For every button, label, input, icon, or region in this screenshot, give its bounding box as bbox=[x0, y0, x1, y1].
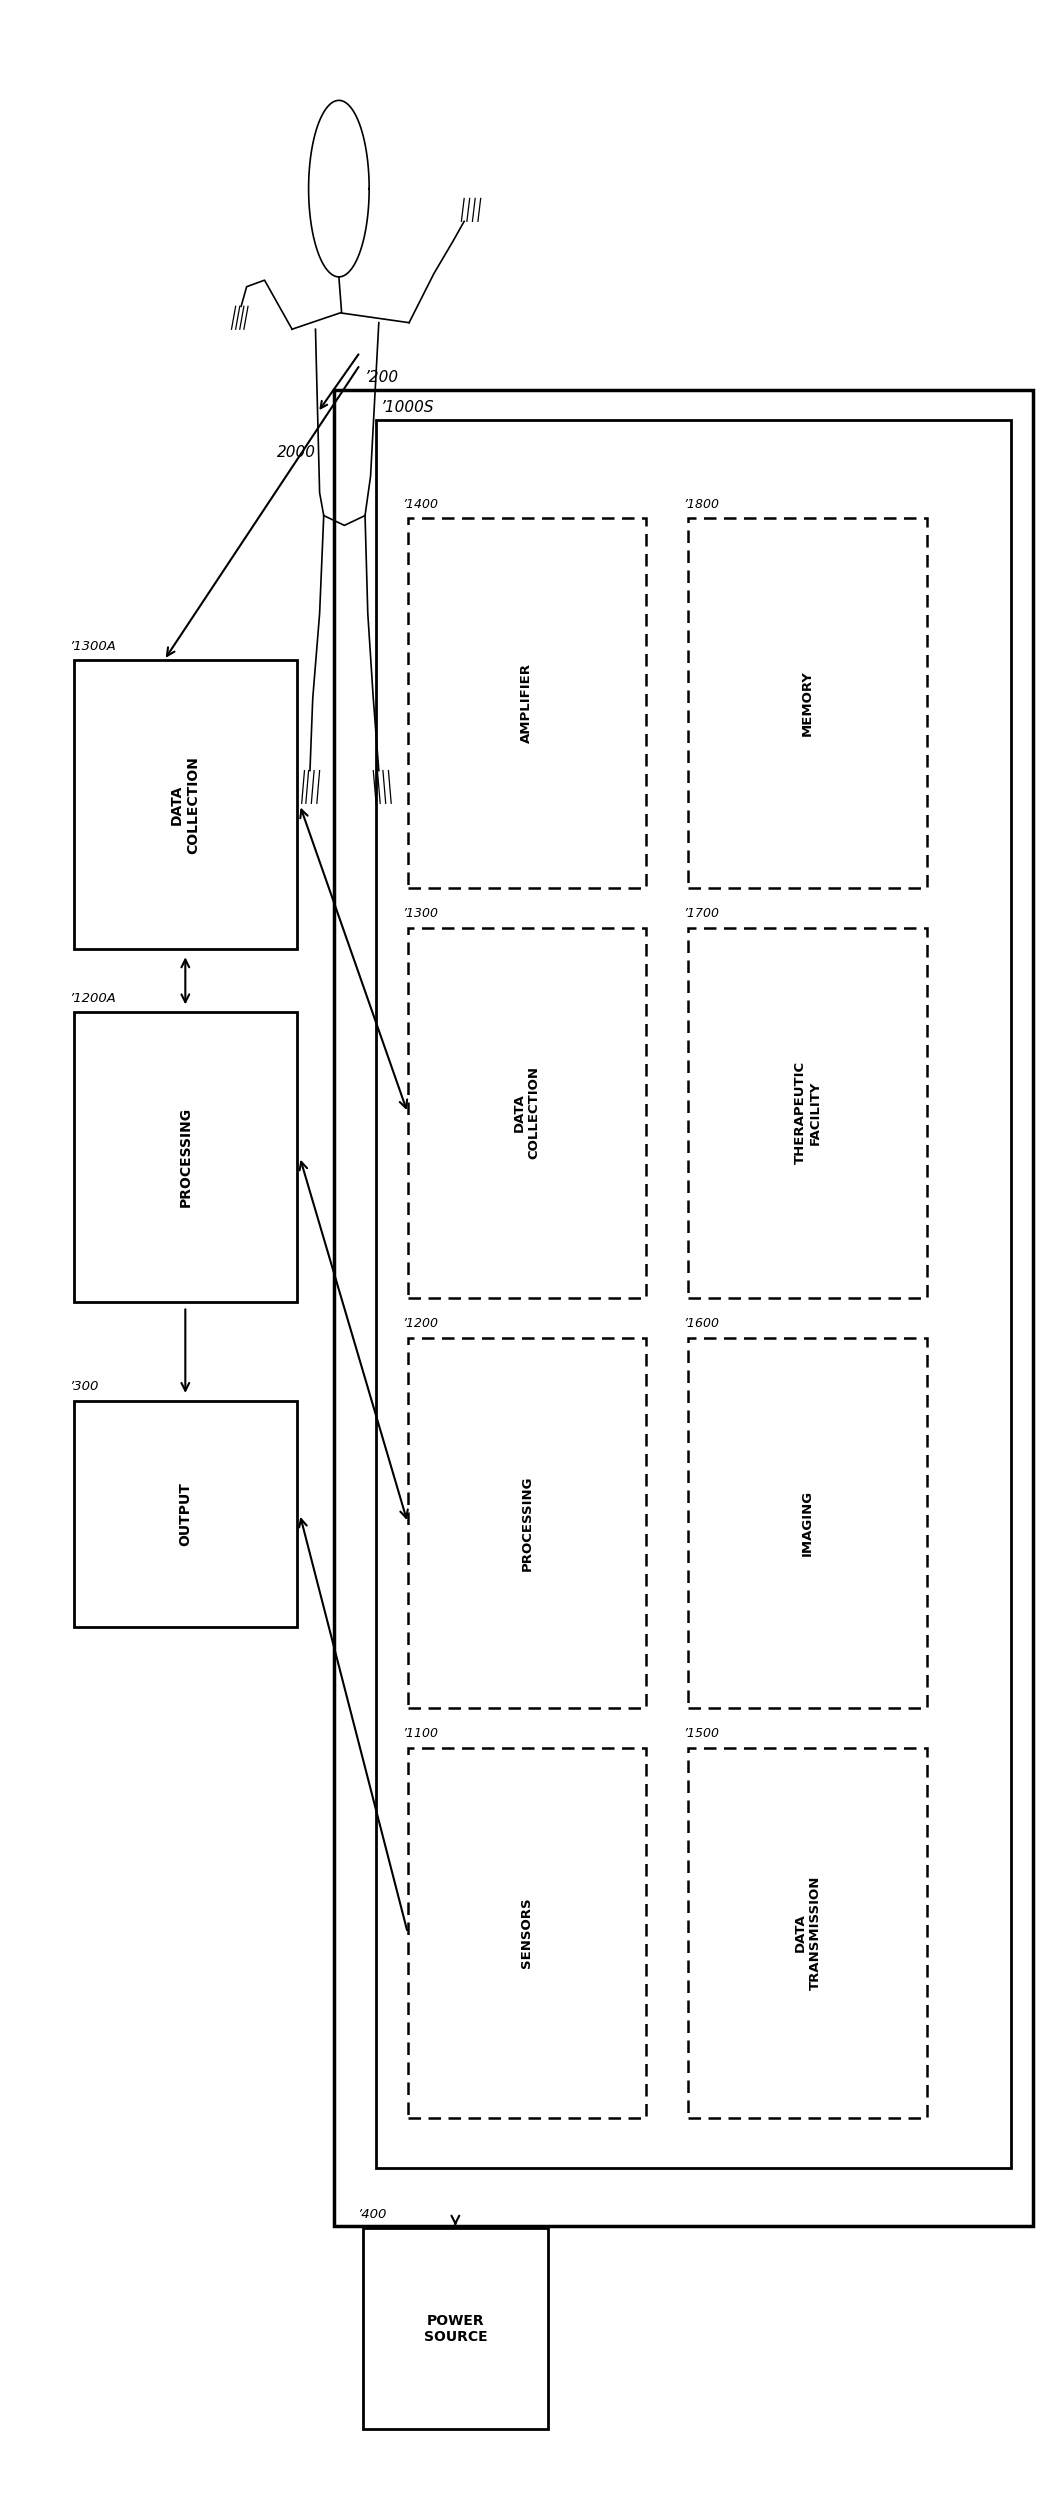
Bar bbox=[376, 420, 1011, 2168]
Text: OUTPUT: OUTPUT bbox=[178, 1481, 193, 1547]
Text: PROCESSING: PROCESSING bbox=[178, 1107, 193, 1207]
Text: POWER
SOURCE: POWER SOURCE bbox=[424, 2314, 487, 2344]
Text: ’300: ’300 bbox=[69, 1381, 98, 1393]
Text: ’400: ’400 bbox=[358, 2208, 387, 2221]
Text: ’200: ’200 bbox=[365, 370, 399, 385]
Bar bbox=[74, 659, 297, 948]
Text: DATA
COLLECTION: DATA COLLECTION bbox=[170, 757, 200, 853]
Bar bbox=[688, 1338, 927, 1708]
Text: ’1800: ’1800 bbox=[683, 498, 719, 511]
Text: AMPLIFIER: AMPLIFIER bbox=[520, 664, 534, 742]
Text: ’1600: ’1600 bbox=[683, 1318, 719, 1330]
Bar bbox=[74, 1011, 297, 1300]
Text: DATA
COLLECTION: DATA COLLECTION bbox=[513, 1066, 541, 1159]
Text: 2000: 2000 bbox=[277, 445, 316, 460]
Text: ’1700: ’1700 bbox=[683, 908, 719, 920]
Bar bbox=[74, 1401, 297, 1627]
Text: ’1200A: ’1200A bbox=[69, 991, 115, 1003]
Text: ’1500: ’1500 bbox=[683, 1728, 719, 1740]
Bar bbox=[688, 1748, 927, 2118]
Bar bbox=[688, 928, 927, 1298]
Text: ’1100: ’1100 bbox=[402, 1728, 438, 1740]
Text: ’1400: ’1400 bbox=[402, 498, 438, 511]
Text: IMAGING: IMAGING bbox=[801, 1489, 814, 1557]
Bar bbox=[408, 1748, 646, 2118]
Bar bbox=[362, 2228, 549, 2429]
Text: ’1000S: ’1000S bbox=[381, 400, 435, 415]
Text: ’1300A: ’1300A bbox=[69, 639, 115, 651]
Text: THERAPEUTIC
FACILITY: THERAPEUTIC FACILITY bbox=[793, 1061, 822, 1164]
Text: MEMORY: MEMORY bbox=[801, 669, 814, 737]
Bar bbox=[334, 390, 1033, 2226]
Text: ’1300: ’1300 bbox=[402, 908, 438, 920]
Bar bbox=[408, 928, 646, 1298]
Text: ’1200: ’1200 bbox=[402, 1318, 438, 1330]
Bar bbox=[408, 518, 646, 888]
Bar bbox=[408, 1338, 646, 1708]
Text: DATA
TRANSMISSION: DATA TRANSMISSION bbox=[793, 1876, 822, 1989]
Text: PROCESSING: PROCESSING bbox=[520, 1476, 534, 1569]
Text: SENSORS: SENSORS bbox=[520, 1896, 534, 1969]
Bar bbox=[688, 518, 927, 888]
